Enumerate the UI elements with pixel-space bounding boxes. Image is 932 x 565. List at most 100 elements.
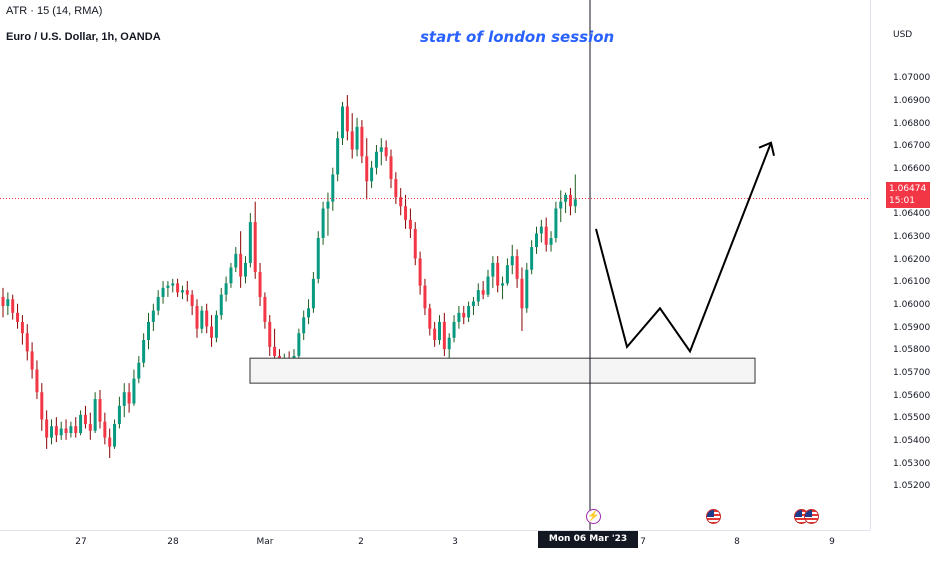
candle-body [438,321,441,341]
currency-label: USD [893,30,913,40]
candle-body [486,276,490,295]
indicator-legend[interactable]: ATR · 15 (14, RMA) [6,5,103,17]
candle-body [180,290,184,293]
price-tick-label: 1.06700 [893,141,931,152]
candle-body [219,294,223,316]
price-chart[interactable] [0,0,870,530]
candle-body [530,247,534,270]
us-flag-icon[interactable] [804,509,819,524]
candle-body [98,399,102,422]
candle-body [428,308,432,329]
candle-body [54,426,58,436]
candle-body [113,423,117,447]
price-tick-label: 1.05200 [893,481,931,492]
candle-body [496,262,500,286]
candle-body [311,278,315,309]
time-tick-label: 9 [829,537,835,547]
candle-body [374,151,378,168]
price-tick-label: 1.05500 [893,413,931,424]
candle-body [171,283,175,286]
candle-body [83,414,87,424]
candle-body [360,126,364,157]
candle-body [151,310,155,322]
candle-body [166,285,170,288]
candle-body [210,326,214,338]
candle-body [462,312,466,318]
candle-body [457,312,461,322]
candle-body [6,299,10,307]
candle-body [161,287,165,297]
price-tick-label: 1.05900 [893,322,931,333]
flash-event-icon[interactable]: ⚡ [586,509,601,524]
price-tick-label: 1.06000 [893,300,931,311]
price-tick-label: 1.05300 [893,458,931,469]
candle-body [481,290,485,295]
candle-body [142,340,146,363]
candle-body [389,156,393,180]
candle-body [88,423,92,431]
candle-body [263,296,267,322]
candle-body [520,278,524,309]
time-tick-label: 2 [358,537,364,547]
candle-body [408,219,412,229]
candle-body [355,126,359,150]
candle-body [307,308,311,318]
candle-body [491,262,495,277]
candle-body [25,333,29,352]
candle-body [476,290,480,302]
time-tick-label: Mar [256,537,274,547]
candle-body [559,201,563,209]
us-flag-icon[interactable] [706,509,721,524]
price-tick-label: 1.07000 [893,73,931,84]
candle-body [69,426,73,434]
candle-body [147,321,150,341]
projection-arrowhead [758,141,775,156]
candle-body [568,194,572,207]
symbol-legend[interactable]: Euro / U.S. Dollar, 1h, OANDA [6,31,161,43]
candle-body [16,312,20,322]
price-tick-label: 1.06200 [893,254,931,265]
price-tick-label: 1.06600 [893,163,931,174]
candle-body [404,206,408,220]
price-tick-label: 1.06900 [893,95,931,106]
candle-body [379,147,383,152]
candle-body [336,138,340,175]
candle-body [535,233,538,248]
candle-body [205,310,209,327]
candle-body [156,296,160,311]
price-tick-label: 1.06300 [893,231,931,242]
time-tick-label: 7 [640,537,646,547]
candle-body [200,310,204,329]
candle-body [370,167,374,182]
time-axis[interactable]: 27 28 Mar 2 3 7 8 9 [0,530,870,551]
candle-body [442,321,446,350]
candle-body [127,392,131,404]
candle-body [59,428,63,436]
candle-body [268,321,272,347]
candle-body [224,283,228,295]
projection-path [595,142,772,354]
candle-body [103,421,107,438]
candle-body [452,321,456,338]
candle-body [30,351,34,370]
price-tick-label: 1.06100 [893,277,931,288]
candle-body [297,333,301,356]
candle-body [35,369,39,393]
price-axis[interactable]: USD 1.07000 1.06900 1.06800 1.06700 1.06600 1… [870,0,932,530]
candle-body [549,237,553,245]
annotation-text[interactable]: start of london session [420,28,615,46]
candle-body [1,296,5,307]
candle-body [117,405,121,424]
time-tick-label: 27 [75,537,87,547]
candle-body [50,426,53,438]
candle-body [471,301,475,307]
candle-body [253,222,257,272]
candle-body [413,228,417,259]
candle-body [447,337,451,350]
last-price-value: 1.06474 [889,184,927,194]
candle-body [341,106,344,139]
candle-body [467,306,471,318]
candle-body [132,378,136,404]
candle-body [321,208,325,238]
candle-body [273,346,277,356]
